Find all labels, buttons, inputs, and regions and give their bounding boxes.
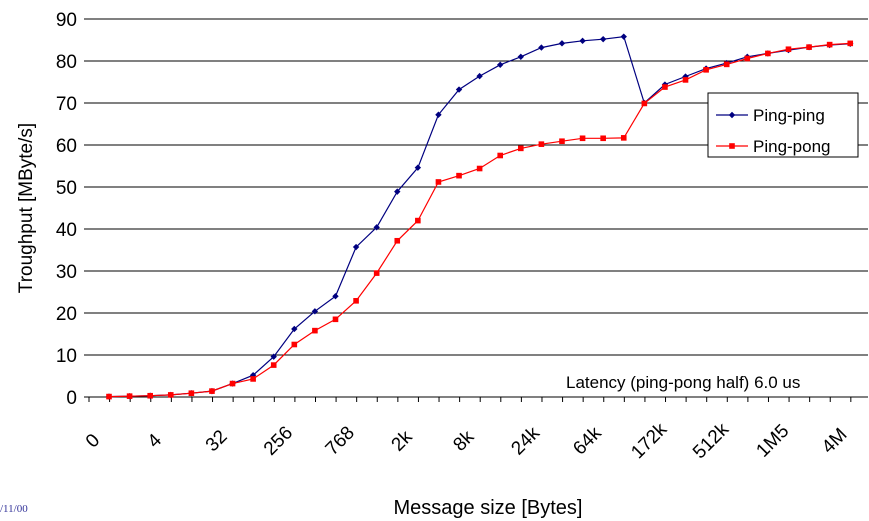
x-tick-label: 256 [260, 422, 297, 459]
legend-item: Ping-ping [716, 106, 825, 125]
legend-label: Ping-pong [753, 137, 831, 156]
data-point [476, 165, 483, 172]
data-point [188, 390, 195, 397]
data-point [497, 152, 504, 159]
data-point [435, 179, 442, 185]
data-point [806, 44, 812, 50]
data-point [311, 308, 319, 315]
data-point [415, 217, 421, 224]
data-point [579, 135, 586, 142]
grid-lines [89, 18, 868, 356]
data-point [559, 138, 565, 145]
x-tick-label: 32 [202, 426, 232, 456]
x-tick-label: 512k [689, 419, 733, 463]
y-tick-label: 90 [56, 10, 77, 31]
data-point [209, 388, 215, 394]
x-tick-label: 2k [388, 426, 417, 455]
data-point [456, 172, 462, 179]
legend-marker [729, 143, 735, 149]
data-point [229, 380, 236, 387]
y-tick-label: 0 [66, 388, 77, 409]
data-point [744, 55, 751, 62]
x-tick-label: 64k [569, 423, 606, 460]
data-point [518, 145, 524, 152]
data-point [497, 61, 504, 68]
data-point [662, 84, 668, 90]
latency-annotation: Latency (ping-pong half) 6.0 us [566, 373, 800, 392]
data-point [394, 237, 401, 244]
y-tick-label: 40 [56, 220, 77, 241]
y-tick-label: 70 [56, 94, 77, 115]
y-tick-label: 20 [56, 304, 77, 325]
data-point [765, 50, 771, 57]
data-point [394, 188, 401, 195]
data-point [517, 53, 524, 60]
data-point [332, 316, 339, 323]
data-point [167, 392, 174, 398]
y-tick-label: 60 [56, 136, 77, 157]
series-ping-ping [105, 33, 854, 400]
y-tick-label: 30 [56, 262, 77, 283]
x-tick-label: 768 [322, 422, 359, 459]
series-ping-pong [106, 40, 854, 400]
x-tick-label: 8k [449, 426, 478, 455]
data-point [312, 327, 318, 334]
series-line [108, 35, 851, 398]
y-tick-label: 50 [56, 178, 77, 199]
data-point [723, 61, 730, 68]
legend-label: Ping-ping [753, 106, 825, 125]
data-point [538, 44, 545, 51]
y-axis-label: Troughput [MByte/s] [16, 123, 37, 293]
data-point [476, 72, 483, 80]
x-tick-label: 24k [507, 423, 544, 460]
x-tick-label: 4 [144, 430, 167, 453]
legend: Ping-ping Ping-pong [707, 92, 859, 158]
data-point [373, 270, 380, 276]
data-point [291, 341, 298, 348]
data-point [270, 362, 277, 368]
x-axis-ticks: 0 4 32 256 768 2k 8k 24k 64k 172k 512k 1M5 4M [82, 397, 852, 463]
data-point [826, 41, 833, 48]
data-point [147, 392, 153, 399]
data-point [352, 243, 360, 251]
y-tick-label: 10 [56, 346, 77, 367]
data-point [620, 33, 627, 40]
data-point [270, 353, 277, 360]
legend-item: Ping-pong [716, 137, 831, 156]
x-axis-label: Message size [Bytes] [394, 497, 583, 519]
data-point [599, 35, 607, 43]
data-point [600, 135, 606, 142]
data-point [579, 37, 586, 45]
data-point [250, 376, 256, 382]
data-point [106, 393, 112, 400]
data-point [455, 86, 463, 93]
x-tick-label: 1M5 [752, 421, 793, 462]
x-tick-label: 172k [627, 419, 671, 463]
data-point [332, 293, 339, 300]
data-point [538, 141, 545, 147]
data-point [558, 40, 566, 47]
legend-marker [728, 111, 736, 119]
data-point [373, 224, 380, 231]
data-point [353, 298, 359, 304]
x-tick-label: 4M [818, 424, 852, 458]
data-point [620, 135, 627, 141]
data-point [847, 40, 854, 47]
series-layer [105, 33, 854, 400]
data-point [641, 100, 648, 107]
x-tick-label: 0 [82, 430, 104, 452]
footer-date: /11/00 [0, 503, 28, 515]
data-point [682, 77, 689, 83]
y-tick-label: 80 [56, 52, 77, 73]
data-point [414, 164, 422, 171]
data-point [435, 111, 442, 118]
data-point [785, 46, 792, 53]
data-point [291, 325, 298, 333]
data-point [703, 67, 709, 73]
data-point [126, 393, 133, 399]
y-axis-ticks: 0 10 20 30 40 50 60 70 80 90 [56, 10, 89, 409]
